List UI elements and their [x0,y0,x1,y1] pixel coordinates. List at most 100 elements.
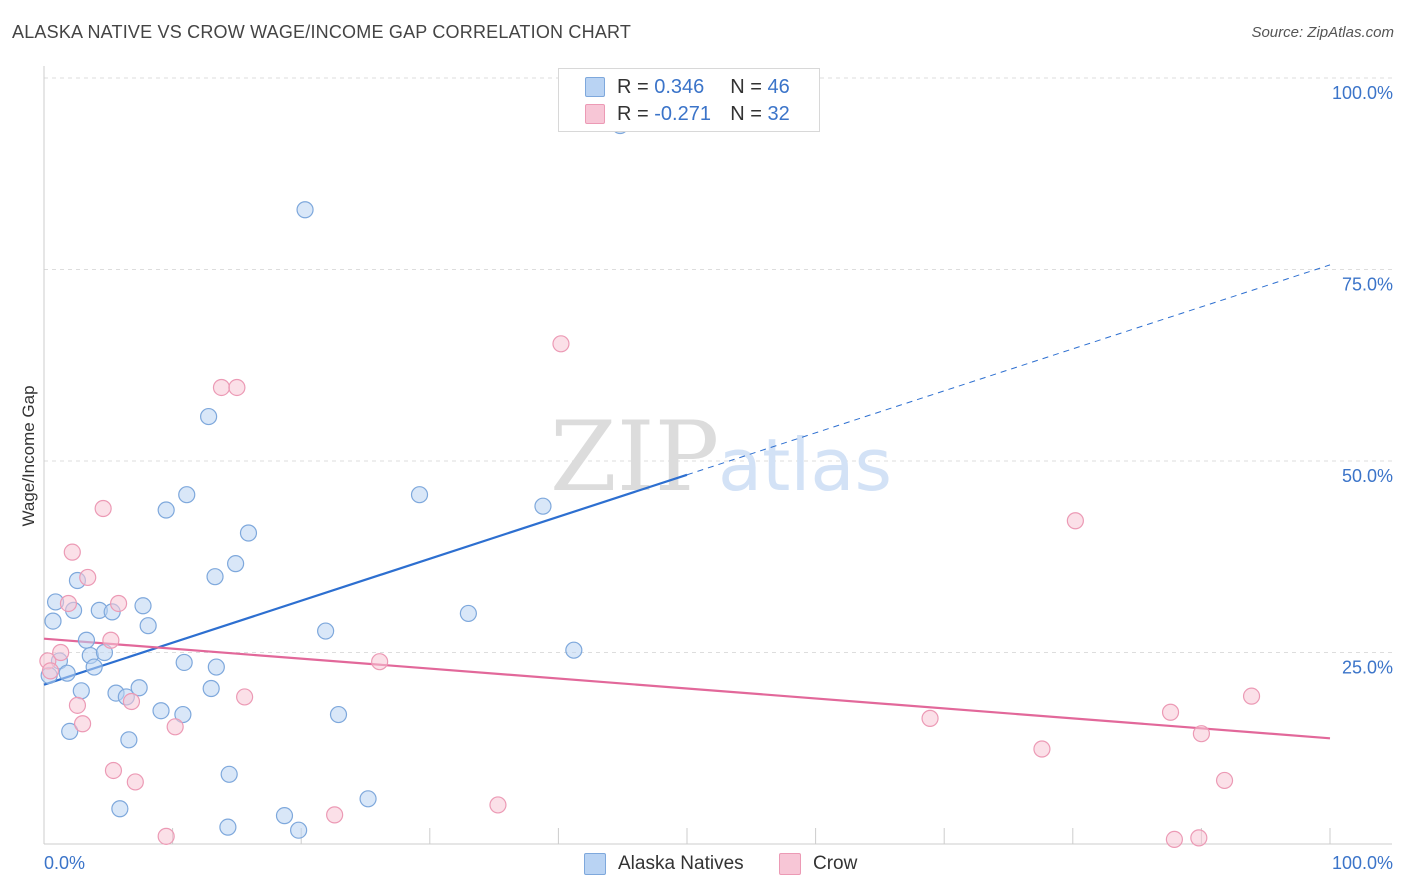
alaska-natives-point [72,682,90,700]
crow-point [166,718,184,736]
crow-point [228,378,246,397]
y-tick-label: 50.0% [1342,466,1393,486]
crow-point [1033,740,1051,758]
r-label: R = [617,75,655,98]
crow-point [102,631,120,649]
y-tick-label: 100.0% [1332,83,1393,103]
crow-point [109,594,128,613]
alaska-natives-point [44,612,62,630]
data-points [39,116,1261,849]
n-label: N = [730,75,768,98]
n-value: 32 [767,102,790,125]
alaska-natives-point [134,597,152,615]
crow-point [104,761,123,780]
crow-point [126,773,144,791]
alaska-natives-point [410,486,429,504]
crow-point [1165,830,1183,849]
alaska-natives-point [174,705,192,724]
zipatlas-watermark: ZIP atlas [550,401,892,513]
crow-point [1190,829,1208,847]
alaska-natives-point [296,201,314,219]
alaska-natives-trendline [43,473,688,686]
legend-row-alaska-natives: R = 0.346 N = 46 [585,74,790,100]
alaska-natives-trendline-extension [686,264,1331,476]
alaska-natives-point [130,679,148,697]
y-tick-label: 75.0% [1342,275,1393,295]
tick-labels: 25.0% 50.0% 75.0% 100.0% 0.0% 100.0% [44,83,1393,873]
alaska-natives-point [227,555,245,573]
alaska-natives-point [202,679,220,698]
r-value: -0.271 [654,102,711,125]
crow-legend-swatch [779,853,801,875]
alaska-natives-point [77,631,96,649]
crow-point [212,378,231,397]
crow-point [489,796,507,814]
crow-point [371,653,389,671]
crow-point [552,335,570,353]
crow-point [1161,703,1180,721]
alaska-natives-point [275,807,294,825]
crow-point [122,692,141,711]
crow-point [157,827,175,845]
alaska-natives-point [220,765,238,783]
x-tick-label-left: 0.0% [44,853,85,873]
crow-point [41,662,60,680]
alaska-natives-point [459,604,477,623]
alaska-natives-point [565,641,583,659]
crow-swatch [585,104,605,124]
alaska-natives-legend-label: Alaska Natives [618,853,744,874]
r-value: 0.346 [654,75,705,98]
crow-legend-label: Crow [813,853,858,874]
legend-row-crow: R = -0.271 N = 32 [585,101,790,127]
alaska-natives-point [85,658,103,676]
alaska-natives-point [206,568,224,586]
crow-point [79,568,97,587]
crow-point [63,543,81,561]
crow-point [1215,771,1234,790]
alaska-natives-point [239,524,258,542]
source-credit: Source: ZipAtlas.com [1251,24,1394,41]
alaska-natives-point [317,622,335,640]
alaska-natives-point [175,653,193,672]
crow-point [921,709,939,727]
x-tick-label-right: 100.0% [1332,853,1393,873]
alaska-natives-point [120,731,138,749]
alaska-natives-point [329,705,348,724]
crow-point [59,594,78,613]
crow-point [52,643,70,662]
alaska-natives-point [111,800,129,818]
alaska-natives-point [290,821,308,839]
crow-point [326,806,344,824]
alaska-natives-legend-swatch [584,853,606,875]
watermark-atlas: atlas [718,423,892,507]
alaska-natives-point [157,501,175,519]
crow-point [73,715,92,733]
legend-item-alaska-natives: Alaska Natives [584,852,744,876]
crow-point [236,688,254,706]
legend-item-crow: Crow [779,852,857,876]
trendlines [43,264,1331,740]
y-tick-label: 25.0% [1342,658,1393,678]
chart-title: ALASKA NATIVE VS CROW WAGE/INCOME GAP CO… [12,22,632,42]
alaska-natives-point [219,818,237,836]
watermark-zip: ZIP [550,401,719,513]
alaska-natives-point [359,790,377,808]
alaska-natives-point [61,722,79,740]
crow-point [94,499,112,518]
n-label: N = [730,102,768,125]
alaska-natives-swatch [585,77,605,97]
alaska-natives-point [152,702,170,720]
crow-point [68,696,87,714]
crow-point [1242,687,1261,705]
crow-trendline [43,637,1331,740]
alaska-natives-point [178,486,196,504]
y-axis-label: Wage/Income Gap [19,385,38,526]
alaska-natives-point [200,407,218,426]
r-label: R = [617,102,655,125]
alaska-natives-point [207,658,225,676]
alaska-natives-point [58,664,76,682]
correlation-legend: R = 0.346 N = 46 R = -0.271 N = 32 [558,68,820,132]
alaska-natives-point [139,617,157,635]
n-value: 46 [767,75,790,98]
